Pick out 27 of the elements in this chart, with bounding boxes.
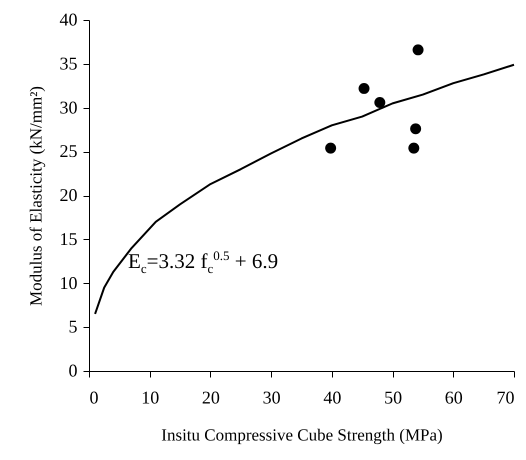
y-tick-label: 5 (68, 316, 78, 337)
x-tick-label: 0 (90, 388, 98, 408)
point (374, 97, 386, 108)
point (408, 142, 420, 154)
line-series (94, 64, 515, 315)
y-tick-label: 40 (60, 10, 78, 30)
point (358, 82, 370, 94)
x-tick-label: 60 (444, 388, 463, 408)
y-tick-label: 0 (68, 360, 78, 380)
y-tick-label: 25 (60, 141, 78, 162)
x-tick-label: 50 (384, 388, 402, 408)
y-tick-label: 10 (60, 272, 78, 293)
y-axis-title: Modulus of Elasticity (kN/mm²) (26, 86, 46, 306)
annotation: E$_{c}$=3.32 f$_{c}$$^{0.5}$ + 6.9 (128, 248, 278, 278)
point (410, 123, 422, 134)
y-tick-label: 35 (60, 53, 78, 74)
point (325, 142, 336, 154)
x-tick-label: 70 (496, 388, 514, 408)
x-axis-title: Insitu Compressive Cube Strength (MPa) (161, 426, 443, 444)
y-tick-label: 20 (60, 185, 78, 205)
x-tick-label: 40 (323, 388, 342, 408)
x-tick-label: 20 (202, 388, 220, 408)
y-tick-label: 30 (60, 97, 78, 118)
x-tick-label: 10 (141, 388, 160, 408)
y-tick-label: 15 (60, 228, 78, 249)
x-tick-label: 30 (262, 388, 281, 408)
point (412, 44, 424, 56)
